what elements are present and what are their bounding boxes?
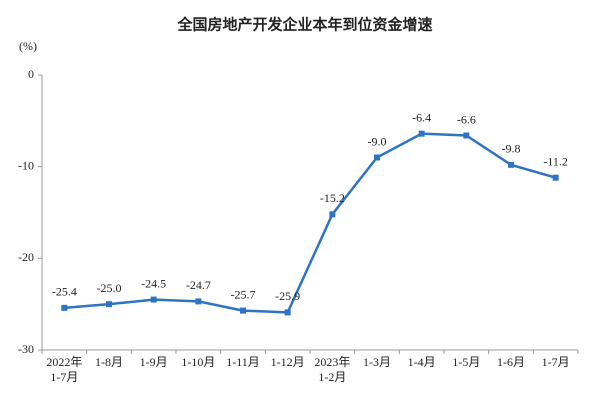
x-tick-label-line: 1-11月 [226, 355, 260, 369]
x-tick-label-line: 1-2月 [318, 370, 346, 384]
data-label: -25.0 [97, 281, 122, 295]
x-tick-label-line: 1-7月 [50, 370, 78, 384]
x-tick-label: 1-6月 [497, 355, 525, 369]
x-tick-label: 1-5月 [452, 355, 480, 369]
x-tick-label-line: 1-7月 [542, 355, 570, 369]
x-tick-label-line: 1-5月 [452, 355, 480, 369]
y-tick-label: -30 [18, 342, 34, 356]
data-label: -25.4 [52, 285, 77, 299]
data-label: -24.7 [186, 278, 211, 292]
x-tick-label-line: 1-12月 [271, 355, 305, 369]
data-point [106, 301, 112, 308]
x-tick-label-line: 1-4月 [408, 355, 436, 369]
y-tick-label: 0 [28, 67, 34, 81]
x-tick-label: 1-10月 [181, 355, 215, 369]
data-label: -25.9 [275, 289, 300, 303]
x-tick-label-line: 1-8月 [95, 355, 123, 369]
data-label: -9.8 [502, 142, 521, 156]
x-tick-label: 1-3月 [363, 355, 391, 369]
data-point [150, 296, 157, 303]
data-point [329, 211, 336, 218]
x-tick-label: 2023年 1-2月 [314, 355, 350, 384]
x-tick-label-line: 1-3月 [363, 355, 391, 369]
data-point [61, 304, 68, 311]
y-tick-label: -20 [18, 250, 34, 264]
data-label: -6.6 [457, 112, 476, 126]
x-tick-label-line: 1-6月 [497, 355, 525, 369]
data-label: -11.2 [543, 154, 568, 168]
data-point [374, 154, 380, 161]
x-tick-label-line: 1-9月 [140, 355, 168, 369]
data-point [418, 130, 425, 137]
data-label: -25.7 [231, 287, 256, 301]
y-tick-label: -10 [18, 158, 34, 172]
x-tick-label: 1-7月 [542, 355, 570, 369]
data-point [463, 132, 470, 139]
x-tick-label: 1-4月 [408, 355, 436, 369]
data-point [240, 307, 246, 314]
data-label: -15.2 [320, 191, 345, 205]
data-point [508, 161, 514, 168]
chart-title: 全国房地产开发企业本年到位资金增速 [176, 16, 432, 34]
x-tick-label-line: 2023年 [314, 355, 350, 369]
data-label: -6.4 [412, 110, 431, 124]
x-tick-label-line: 2022年 [46, 355, 82, 369]
data-line [64, 132, 557, 314]
x-tick-label-line: 1-10月 [181, 355, 215, 369]
data-point [552, 174, 559, 181]
x-tick-label: 1-12月 [271, 355, 305, 369]
data-label: -24.5 [141, 276, 166, 290]
data-point [284, 309, 291, 316]
data-point [195, 298, 202, 305]
x-tick-label: 1-11月 [226, 355, 260, 369]
x-tick-label: 1-8月 [95, 355, 123, 369]
data-label: -9.0 [368, 134, 387, 148]
x-tick-label: 1-9月 [140, 355, 168, 369]
x-tick-label: 2022年 1-7月 [46, 355, 82, 384]
y-unit: (%) [19, 39, 37, 53]
